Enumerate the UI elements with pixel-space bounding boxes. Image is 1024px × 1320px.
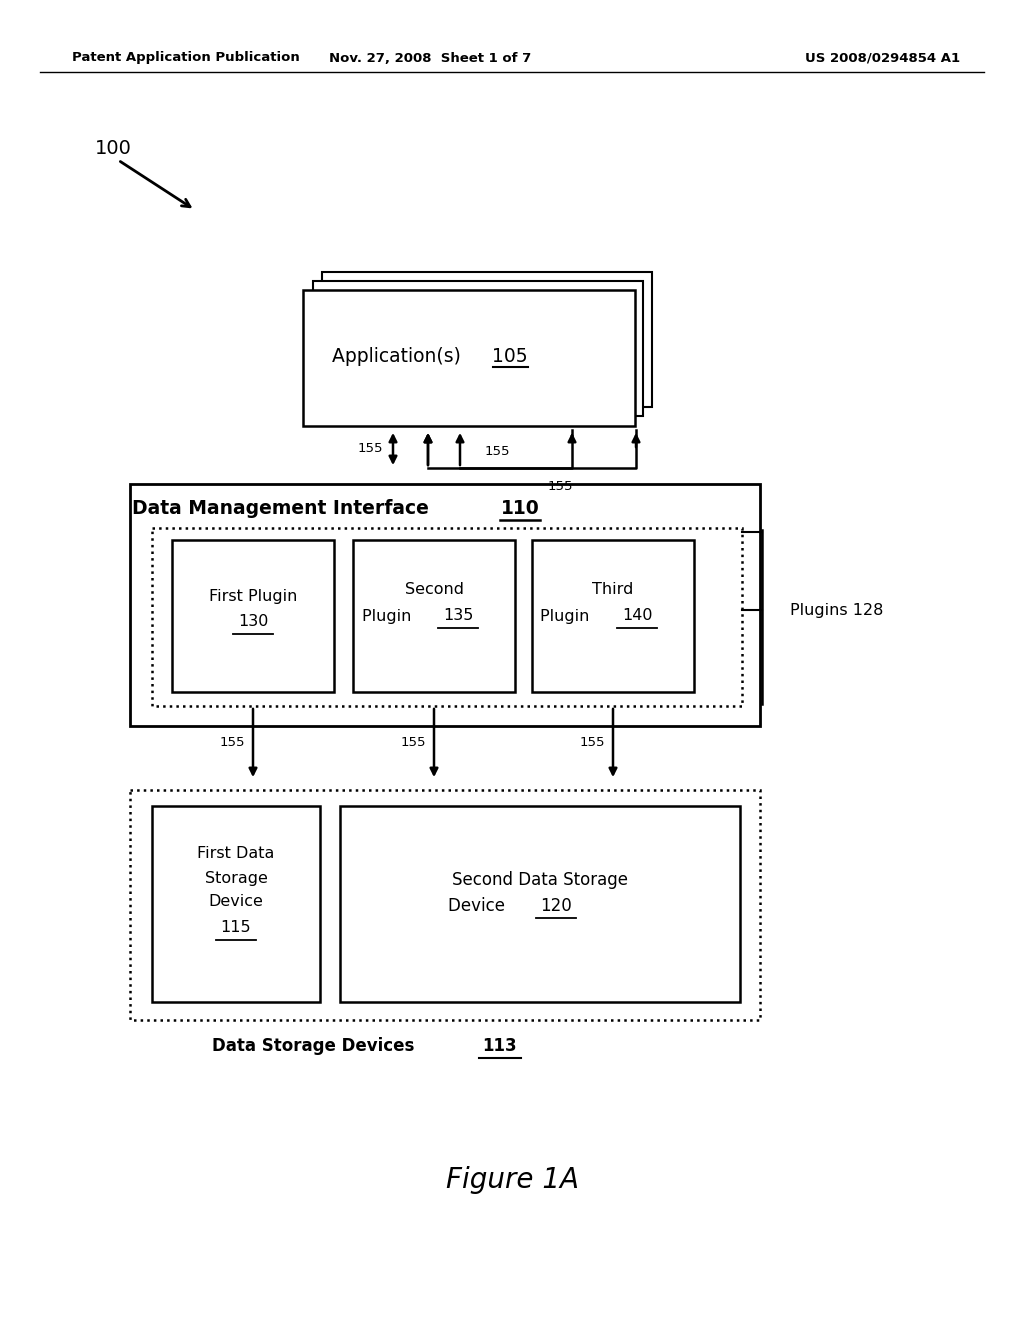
Text: Device: Device — [209, 895, 263, 909]
Text: Patent Application Publication: Patent Application Publication — [72, 51, 300, 65]
Text: Second: Second — [404, 582, 464, 598]
Bar — [532, 540, 694, 692]
Text: 155: 155 — [219, 737, 245, 750]
Text: Device: Device — [447, 898, 510, 915]
Bar — [353, 540, 515, 692]
Text: 135: 135 — [442, 609, 473, 623]
Text: Storage: Storage — [205, 870, 267, 886]
Text: Plugins 128: Plugins 128 — [790, 602, 884, 618]
Text: 115: 115 — [221, 920, 251, 936]
Text: 155: 155 — [484, 445, 510, 458]
Bar — [322, 272, 652, 407]
Bar — [313, 281, 643, 416]
Text: Data Management Interface: Data Management Interface — [132, 499, 435, 517]
Text: 120: 120 — [540, 898, 571, 915]
Text: Application(s): Application(s) — [332, 346, 467, 366]
Text: 155: 155 — [580, 737, 605, 750]
Text: Plugin: Plugin — [361, 609, 416, 623]
Text: First Plugin: First Plugin — [209, 589, 297, 603]
Text: Data Storage Devices: Data Storage Devices — [212, 1038, 420, 1055]
Bar — [130, 789, 760, 1020]
Text: First Data: First Data — [198, 846, 274, 862]
Bar — [152, 528, 742, 706]
Text: 100: 100 — [95, 139, 132, 157]
Text: 110: 110 — [501, 499, 540, 517]
Text: US 2008/0294854 A1: US 2008/0294854 A1 — [805, 51, 961, 65]
Text: 105: 105 — [493, 346, 527, 366]
Text: Third: Third — [592, 582, 634, 598]
Bar — [152, 807, 319, 1002]
Text: Nov. 27, 2008  Sheet 1 of 7: Nov. 27, 2008 Sheet 1 of 7 — [329, 51, 531, 65]
Text: 155: 155 — [400, 737, 426, 750]
Bar — [303, 290, 635, 426]
Text: 140: 140 — [622, 609, 652, 623]
Bar — [172, 540, 334, 692]
Text: 155: 155 — [548, 480, 573, 492]
Text: Figure 1A: Figure 1A — [445, 1166, 579, 1195]
Text: 130: 130 — [238, 615, 268, 630]
Text: 113: 113 — [482, 1038, 517, 1055]
Text: Second Data Storage: Second Data Storage — [452, 871, 628, 888]
Bar — [130, 484, 760, 726]
Bar — [340, 807, 740, 1002]
Text: Plugin: Plugin — [541, 609, 595, 623]
Text: 155: 155 — [357, 442, 383, 455]
